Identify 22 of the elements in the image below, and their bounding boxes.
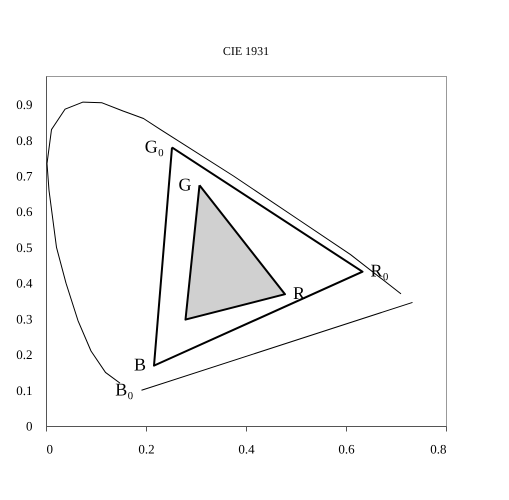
y-tick-label: 0.5 xyxy=(16,240,32,255)
x-tick-label: 0.8 xyxy=(430,442,446,456)
y-tick-label: 0 xyxy=(26,418,32,434)
x-tick-label: 0.2 xyxy=(138,442,155,456)
y-tick-label: 0.1 xyxy=(16,382,32,398)
y-tick-label: 0.2 xyxy=(16,347,32,362)
y-tick-label: 0.6 xyxy=(16,204,33,220)
y-tick-label: 0.4 xyxy=(16,276,33,291)
y-tick-label: 0.3 xyxy=(16,311,32,326)
annotation: B₀ xyxy=(115,379,134,400)
line-series xyxy=(46,102,402,384)
annotation: G₀ xyxy=(144,136,164,156)
annotation: R₀ xyxy=(370,260,389,281)
y-tick-label: 0.8 xyxy=(16,132,32,148)
chart-title: CIE 1931 xyxy=(222,44,270,58)
annotation: G xyxy=(178,174,192,194)
x-tick-label: 0 xyxy=(46,442,53,456)
x-tick-label: 0.6 xyxy=(338,442,356,456)
y-tick-label: 0.7 xyxy=(16,168,33,184)
x-tick-label: 0.4 xyxy=(238,442,256,456)
y-tick-label: 0.9 xyxy=(16,97,32,112)
annotation: B xyxy=(134,354,146,375)
